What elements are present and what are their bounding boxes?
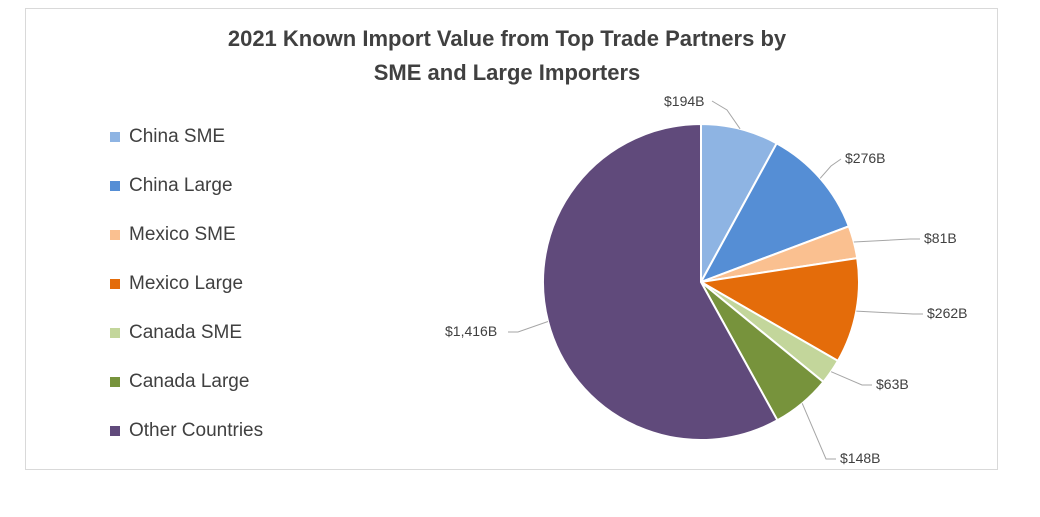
legend-swatch xyxy=(110,376,120,387)
pie-slice-mexico-large xyxy=(698,256,860,363)
chart-legend: China SME China Large Mexico SME Mexico … xyxy=(110,112,263,455)
legend-swatch xyxy=(110,425,120,436)
legend-swatch xyxy=(110,229,120,240)
legend-item-mexico-sme: Mexico SME xyxy=(110,210,263,259)
legend-label: Mexico SME xyxy=(129,223,236,245)
legend-label: China Large xyxy=(129,174,233,196)
legend-item-canada-large: Canada Large xyxy=(110,357,263,406)
data-label-other-countries: $1,416B xyxy=(445,323,497,339)
legend-label: Canada Large xyxy=(129,370,250,392)
legend-label: Other Countries xyxy=(129,419,264,441)
leader-line xyxy=(856,310,923,315)
data-label-china-large: $276B xyxy=(845,150,885,166)
leader-line xyxy=(830,371,872,386)
chart-title-line-1: 2021 Known Import Value from Top Trade P… xyxy=(227,26,787,51)
pie-slice-other-countries xyxy=(542,122,779,441)
legend-item-china-sme: China SME xyxy=(110,112,263,161)
leader-line xyxy=(853,238,920,243)
legend-item-canada-sme: Canada SME xyxy=(110,308,263,357)
leader-line xyxy=(819,158,842,179)
chart-title-line-2: SME and Large Importers xyxy=(373,60,641,85)
legend-label: Mexico Large xyxy=(129,272,244,294)
legend-item-other-countries: Other Countries xyxy=(110,406,263,455)
legend-swatch xyxy=(110,278,120,289)
legend-swatch xyxy=(110,180,120,191)
legend-label: China SME xyxy=(129,125,226,147)
data-label-canada-large: $148B xyxy=(840,450,880,466)
legend-swatch xyxy=(110,327,120,338)
data-label-mexico-large: $262B xyxy=(927,305,967,321)
pie-slice-china-large xyxy=(698,141,851,284)
legend-item-mexico-large: Mexico Large xyxy=(110,259,263,308)
leader-line xyxy=(711,100,741,130)
legend-swatch xyxy=(110,131,120,142)
chart-title: 2021 Known Import Value from Top Trade P… xyxy=(0,22,1014,90)
legend-item-china-large: China Large xyxy=(110,161,263,210)
data-label-mexico-sme: $81B xyxy=(924,230,957,246)
leader-line xyxy=(801,403,836,460)
data-label-canada-sme: $63B xyxy=(876,376,909,392)
legend-label: Canada SME xyxy=(129,321,243,343)
leader-line xyxy=(508,321,549,333)
data-label-china-sme: $194B xyxy=(664,93,704,109)
